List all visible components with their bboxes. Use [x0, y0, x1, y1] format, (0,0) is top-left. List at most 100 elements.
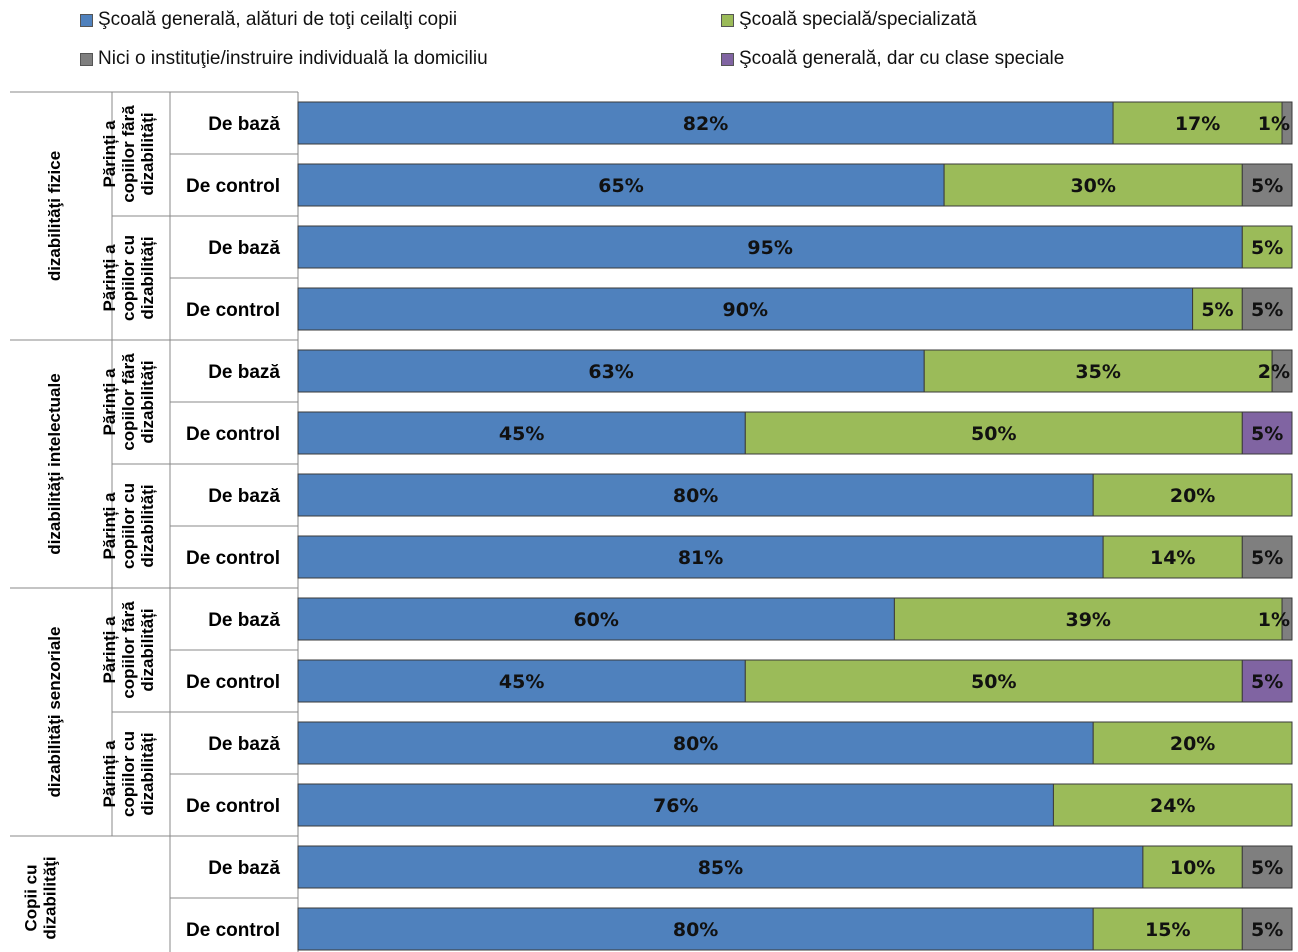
- category-label: De control: [186, 672, 280, 693]
- bar-value-label: 20%: [1170, 733, 1215, 755]
- bar-segment: [1112, 101, 1283, 145]
- category-label: De bază: [208, 114, 280, 135]
- legend-item-general-school: Şcoală generală, alături de toţi ceilalţ…: [80, 8, 457, 32]
- bar-value-label: 2%: [1258, 361, 1290, 383]
- bar-segment: [297, 411, 746, 455]
- bar-value-label: 5%: [1251, 423, 1283, 445]
- subgroup-label-line: Părinți a: [100, 244, 119, 312]
- bar-value-label: 5%: [1251, 857, 1283, 879]
- bar-segment: [297, 721, 1094, 765]
- legend-item-special-school: Şcoală specială/specializată: [721, 8, 977, 32]
- bar-value-label: 65%: [598, 175, 643, 197]
- subgroup-label-line: Părinți a: [100, 492, 119, 560]
- subgroup-label: Părinți acopiilor fărădizabilități: [100, 353, 157, 451]
- bar-segment: [297, 659, 746, 703]
- bar-value-label: 5%: [1251, 175, 1283, 197]
- bar-value-label: 76%: [653, 795, 698, 817]
- bar-value-label: 95%: [747, 237, 792, 259]
- bar-value-label: 82%: [683, 113, 728, 135]
- bar-segment: [1241, 659, 1293, 703]
- bar-segment: [297, 163, 945, 207]
- category-label: De control: [186, 548, 280, 569]
- outer-group-label: Copii cudizabilităţi: [22, 856, 60, 939]
- subgroup-label-line: copiilor fără: [119, 601, 138, 699]
- bar-segment: [1092, 473, 1293, 517]
- legend-label: Şcoală generală, alături de toţi ceilalţ…: [98, 9, 458, 30]
- category-label: De bază: [208, 486, 280, 507]
- bar-segment: [297, 783, 1054, 827]
- bar-value-label: 14%: [1150, 547, 1195, 569]
- bar-value-label: 60%: [573, 609, 618, 631]
- bar-segment: [1142, 845, 1243, 889]
- outer-group-label: dizabilităţi fizice: [45, 151, 64, 281]
- bar-segment: [1241, 907, 1293, 951]
- bar-segment: [1102, 535, 1243, 579]
- bar-value-label: 30%: [1070, 175, 1115, 197]
- subgroup-label-line: copiilor fără: [119, 353, 138, 451]
- legend-label: Şcoală generală, dar cu clase speciale: [739, 48, 1065, 69]
- category-label: De control: [186, 300, 280, 321]
- bar-segment: [893, 597, 1283, 641]
- outer-group-label: dizabilităţi senzoriale: [45, 627, 64, 798]
- subgroup-label-line: dizabilități: [138, 484, 157, 567]
- subgroup-label-line: Părinți a: [100, 740, 119, 808]
- bar-segment: [1241, 845, 1293, 889]
- subgroup-label-line: Părinți a: [100, 120, 119, 188]
- outer-group-label-line: dizabilităţi fizice: [45, 151, 64, 281]
- bar-value-label: 5%: [1251, 299, 1283, 321]
- bar-value-label: 15%: [1145, 919, 1190, 941]
- category-label: De bază: [208, 362, 280, 383]
- outer-group-label-line: Copii cu: [22, 864, 41, 931]
- subgroup-label-line: Părinți a: [100, 616, 119, 684]
- legend-swatch-general-school: [80, 13, 93, 27]
- subgroup-label-line: copiilor cu: [119, 235, 138, 321]
- subgroup-label-line: Părinți a: [100, 368, 119, 436]
- bar-value-label: 50%: [971, 423, 1016, 445]
- outer-group-label: dizabilităţi intelectuale: [45, 373, 64, 554]
- bar-value-label: 45%: [499, 423, 544, 445]
- labels: 82% 17% 1% De bază 65% 30% 5% De control 95% 5% De…: [22, 105, 1291, 941]
- outer-group-label-line: dizabilităţi senzoriale: [45, 627, 64, 798]
- bar-segment: [1052, 783, 1293, 827]
- subgroup-label-line: copiilor fără: [119, 105, 138, 203]
- legend-swatch-no-institution: [80, 52, 93, 66]
- category-label: De bază: [208, 238, 280, 259]
- bar-segment: [297, 225, 1243, 269]
- bar-segment: [297, 287, 1194, 331]
- subgroup-label: Părinți acopiilor cudizabilități: [100, 483, 157, 569]
- bar-value-label: 85%: [698, 857, 743, 879]
- subgroup-label: Părinți acopiilor fărădizabilități: [100, 105, 157, 203]
- bar-segment: [297, 101, 1114, 145]
- bar-value-label: 5%: [1251, 547, 1283, 569]
- bar-segment: [1271, 349, 1293, 393]
- bar-value-label: 39%: [1065, 609, 1110, 631]
- bar-value-label: 45%: [499, 671, 544, 693]
- bar-value-label: 5%: [1251, 237, 1283, 259]
- bar-value-label: 10%: [1170, 857, 1215, 879]
- bar-value-label: 80%: [673, 919, 718, 941]
- subgroup-label-line: dizabilități: [138, 360, 157, 443]
- legend-item-special-classes: Şcoală generală, dar cu clase speciale: [721, 47, 1064, 71]
- bar-value-label: 24%: [1150, 795, 1195, 817]
- category-label: De control: [186, 796, 280, 817]
- category-label: De control: [186, 424, 280, 445]
- bar-segment: [297, 907, 1094, 951]
- subgroup-label-line: dizabilități: [138, 236, 157, 319]
- bar-value-label: 63%: [588, 361, 633, 383]
- bar-value-label: 1%: [1258, 113, 1290, 135]
- bar-value-label: 80%: [673, 485, 718, 507]
- bar-value-label: 5%: [1201, 299, 1233, 321]
- legend-swatch-special-school: [721, 13, 734, 27]
- category-label: De control: [186, 920, 280, 941]
- bar-segment: [1192, 287, 1243, 331]
- bar-segment: [1241, 535, 1293, 579]
- bar-segment: [1241, 411, 1293, 455]
- bar-value-label: 90%: [723, 299, 768, 321]
- bar-value-label: 1%: [1258, 609, 1290, 631]
- bar-segment: [297, 473, 1094, 517]
- subgroup-label: Părinți acopiilor fărădizabilități: [100, 601, 157, 699]
- category-label: De bază: [208, 610, 280, 631]
- subgroup-label-line: dizabilități: [138, 112, 157, 195]
- category-label: De control: [186, 176, 280, 197]
